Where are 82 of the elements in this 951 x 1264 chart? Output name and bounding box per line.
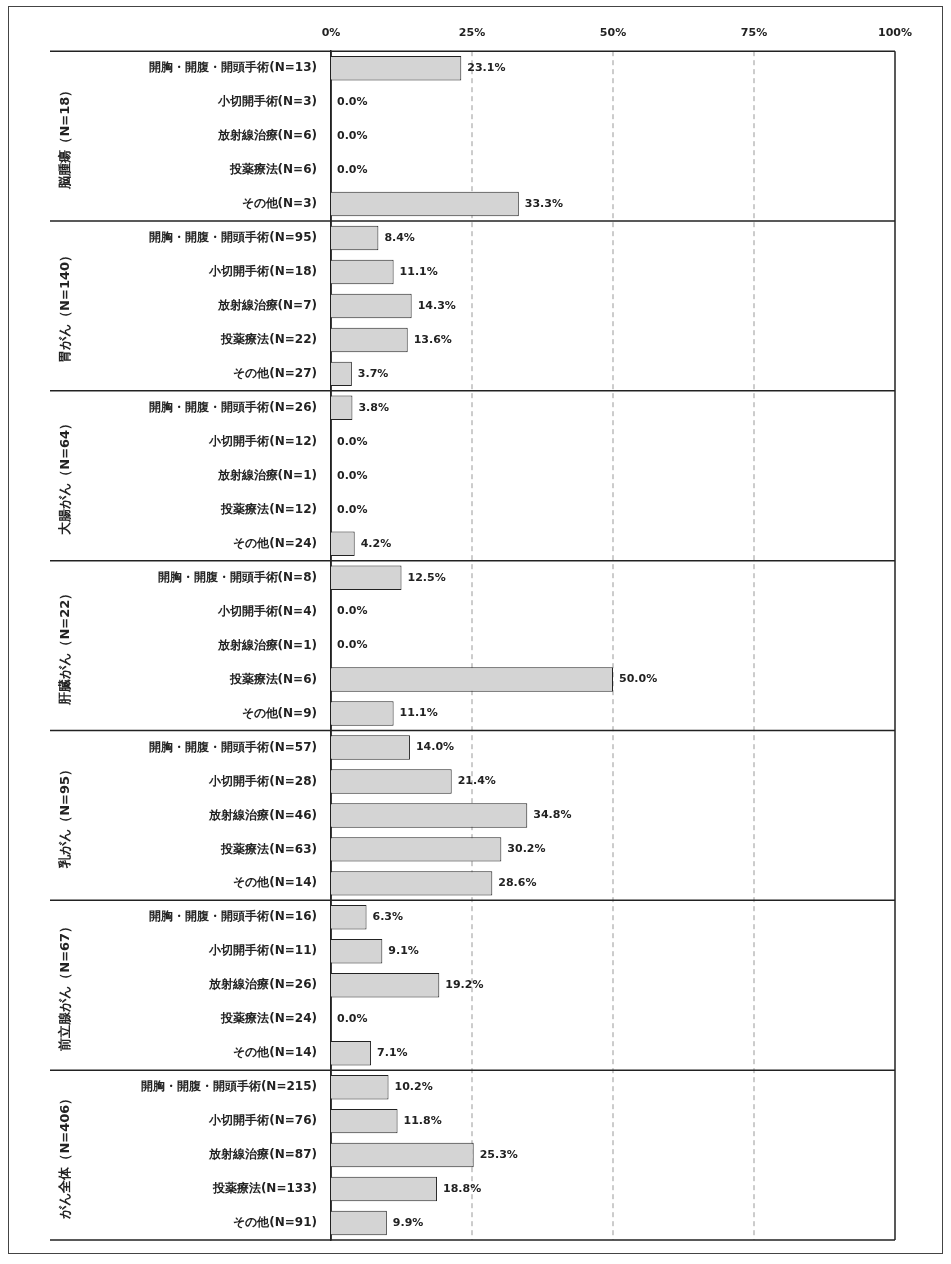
- x-tick-label: 50%: [599, 26, 627, 40]
- y-tick-label: 投薬療法(N=24): [220, 1011, 317, 1026]
- data-label: 50.0%: [619, 672, 658, 686]
- data-label: 3.7%: [357, 366, 389, 380]
- data-label: 0.0%: [337, 128, 368, 142]
- text: 胃がん（N=140）: [57, 248, 73, 363]
- data-label: 11.8%: [403, 1113, 442, 1127]
- y-tick-label: その他(N=14): [233, 1045, 317, 1060]
- y-tick-label: 小切開手術(N=28): [208, 773, 317, 788]
- y-tick-label: 放射線治療(N=6): [216, 128, 317, 143]
- y-tick-label: 投薬療法(N=6): [228, 671, 317, 686]
- data-label: 25.3%: [479, 1147, 518, 1161]
- y-tick-label: その他(N=91): [233, 1215, 317, 1230]
- x-tick-label: 25%: [458, 26, 486, 40]
- data-label: 4.2%: [360, 536, 392, 550]
- y-tick-label: 小切開手術(N=76): [208, 1113, 317, 1128]
- y-tick-label: その他(N=24): [233, 535, 317, 550]
- data-label: 9.1%: [388, 944, 419, 958]
- y-tick-label: 開胸・開腹・開頭手術(N=57): [149, 739, 317, 754]
- y-tick-label: 放射線治療(N=87): [208, 1147, 317, 1162]
- y-tick-label: 開胸・開腹・開頭手術(N=8): [157, 569, 317, 584]
- y-tick-label: 小切開手術(N=12): [208, 433, 317, 448]
- data-label: 11.1%: [399, 264, 438, 278]
- text: 大腸がん（N=64）: [57, 416, 73, 535]
- data-label: 3.8%: [358, 400, 389, 414]
- y-tick-label: 小切開手術(N=18): [208, 264, 317, 279]
- data-label: 0.0%: [337, 162, 368, 176]
- data-label: 14.0%: [415, 740, 455, 754]
- y-tick-label: 開胸・開腹・開頭手術(N=16): [149, 909, 317, 924]
- y-tick-label: 放射線治療(N=26): [208, 977, 317, 992]
- data-label: 10.2%: [394, 1080, 433, 1094]
- y-tick-label: 開胸・開腹・開頭手術(N=13): [149, 60, 317, 75]
- y-tick-label: 投薬療法(N=133): [211, 1181, 317, 1196]
- text: がん全体（N=406）: [57, 1091, 73, 1220]
- y-tick-label: その他(N=27): [233, 366, 317, 380]
- y-tick-label: 投薬療法(N=6): [228, 162, 317, 177]
- y-tick-label: 投薬療法(N=12): [220, 501, 317, 516]
- data-label: 0.0%: [337, 1012, 368, 1026]
- data-label: 28.6%: [498, 876, 537, 890]
- data-label: 7.1%: [377, 1046, 408, 1060]
- y-tick-label: 投薬療法(N=63): [220, 841, 317, 856]
- y-tick-label: その他(N=3): [241, 196, 317, 211]
- y-tick-label: 開胸・開腹・開頭手術(N=215): [140, 1079, 317, 1094]
- y-tick-label: その他(N=9): [241, 705, 317, 720]
- y-tick-label: 開胸・開腹・開頭手術(N=95): [149, 230, 317, 245]
- y-tick-label: 開胸・開腹・開頭手術(N=26): [149, 399, 317, 414]
- data-label: 8.4%: [384, 230, 415, 244]
- y-tick-label: 投薬療法(N=22): [220, 332, 317, 347]
- x-tick-label: 75%: [740, 26, 768, 40]
- y-tick-label: 放射線治療(N=46): [208, 807, 317, 822]
- data-label: 11.1%: [399, 706, 438, 720]
- text: 乳がん（N=95）: [57, 762, 73, 869]
- data-label: 18.8%: [443, 1181, 482, 1195]
- data-label: 19.2%: [445, 978, 484, 992]
- y-tick-label: 小切開手術(N=3): [216, 94, 317, 109]
- data-label: 0.0%: [337, 434, 368, 448]
- x-tick-label: 0%: [321, 26, 341, 40]
- data-label: 30.2%: [507, 842, 546, 856]
- data-label: 0.0%: [337, 638, 368, 652]
- data-label: 0.0%: [337, 604, 368, 618]
- data-label: 0.0%: [337, 468, 368, 482]
- data-label: 12.5%: [407, 570, 446, 584]
- data-label: 6.3%: [372, 910, 404, 924]
- data-label: 13.6%: [413, 332, 452, 346]
- y-tick-label: 放射線治療(N=1): [216, 637, 317, 652]
- data-label: 14.3%: [417, 298, 456, 312]
- y-tick-label: 小切開手術(N=11): [208, 943, 317, 958]
- y-tick-label: 小切開手術(N=4): [216, 603, 317, 618]
- y-tick-label: 放射線治療(N=1): [216, 467, 317, 482]
- data-label: 0.0%: [337, 95, 368, 109]
- y-tick-label: 放射線治療(N=7): [216, 298, 317, 313]
- data-label: 33.3%: [524, 196, 563, 210]
- data-label: 0.0%: [337, 502, 368, 516]
- y-tick-label: その他(N=14): [233, 875, 317, 890]
- data-label: 23.1%: [467, 61, 506, 75]
- data-label: 21.4%: [457, 774, 496, 788]
- text: 脳腫瘍（N=18）: [57, 83, 73, 190]
- data-label: 34.8%: [533, 808, 572, 822]
- x-tick-label: 100%: [878, 26, 912, 40]
- data-label: 9.9%: [392, 1215, 424, 1229]
- text: 前立腺がん（N=67）: [57, 919, 73, 1052]
- text: 肝臓がん（N=22）: [57, 586, 73, 706]
